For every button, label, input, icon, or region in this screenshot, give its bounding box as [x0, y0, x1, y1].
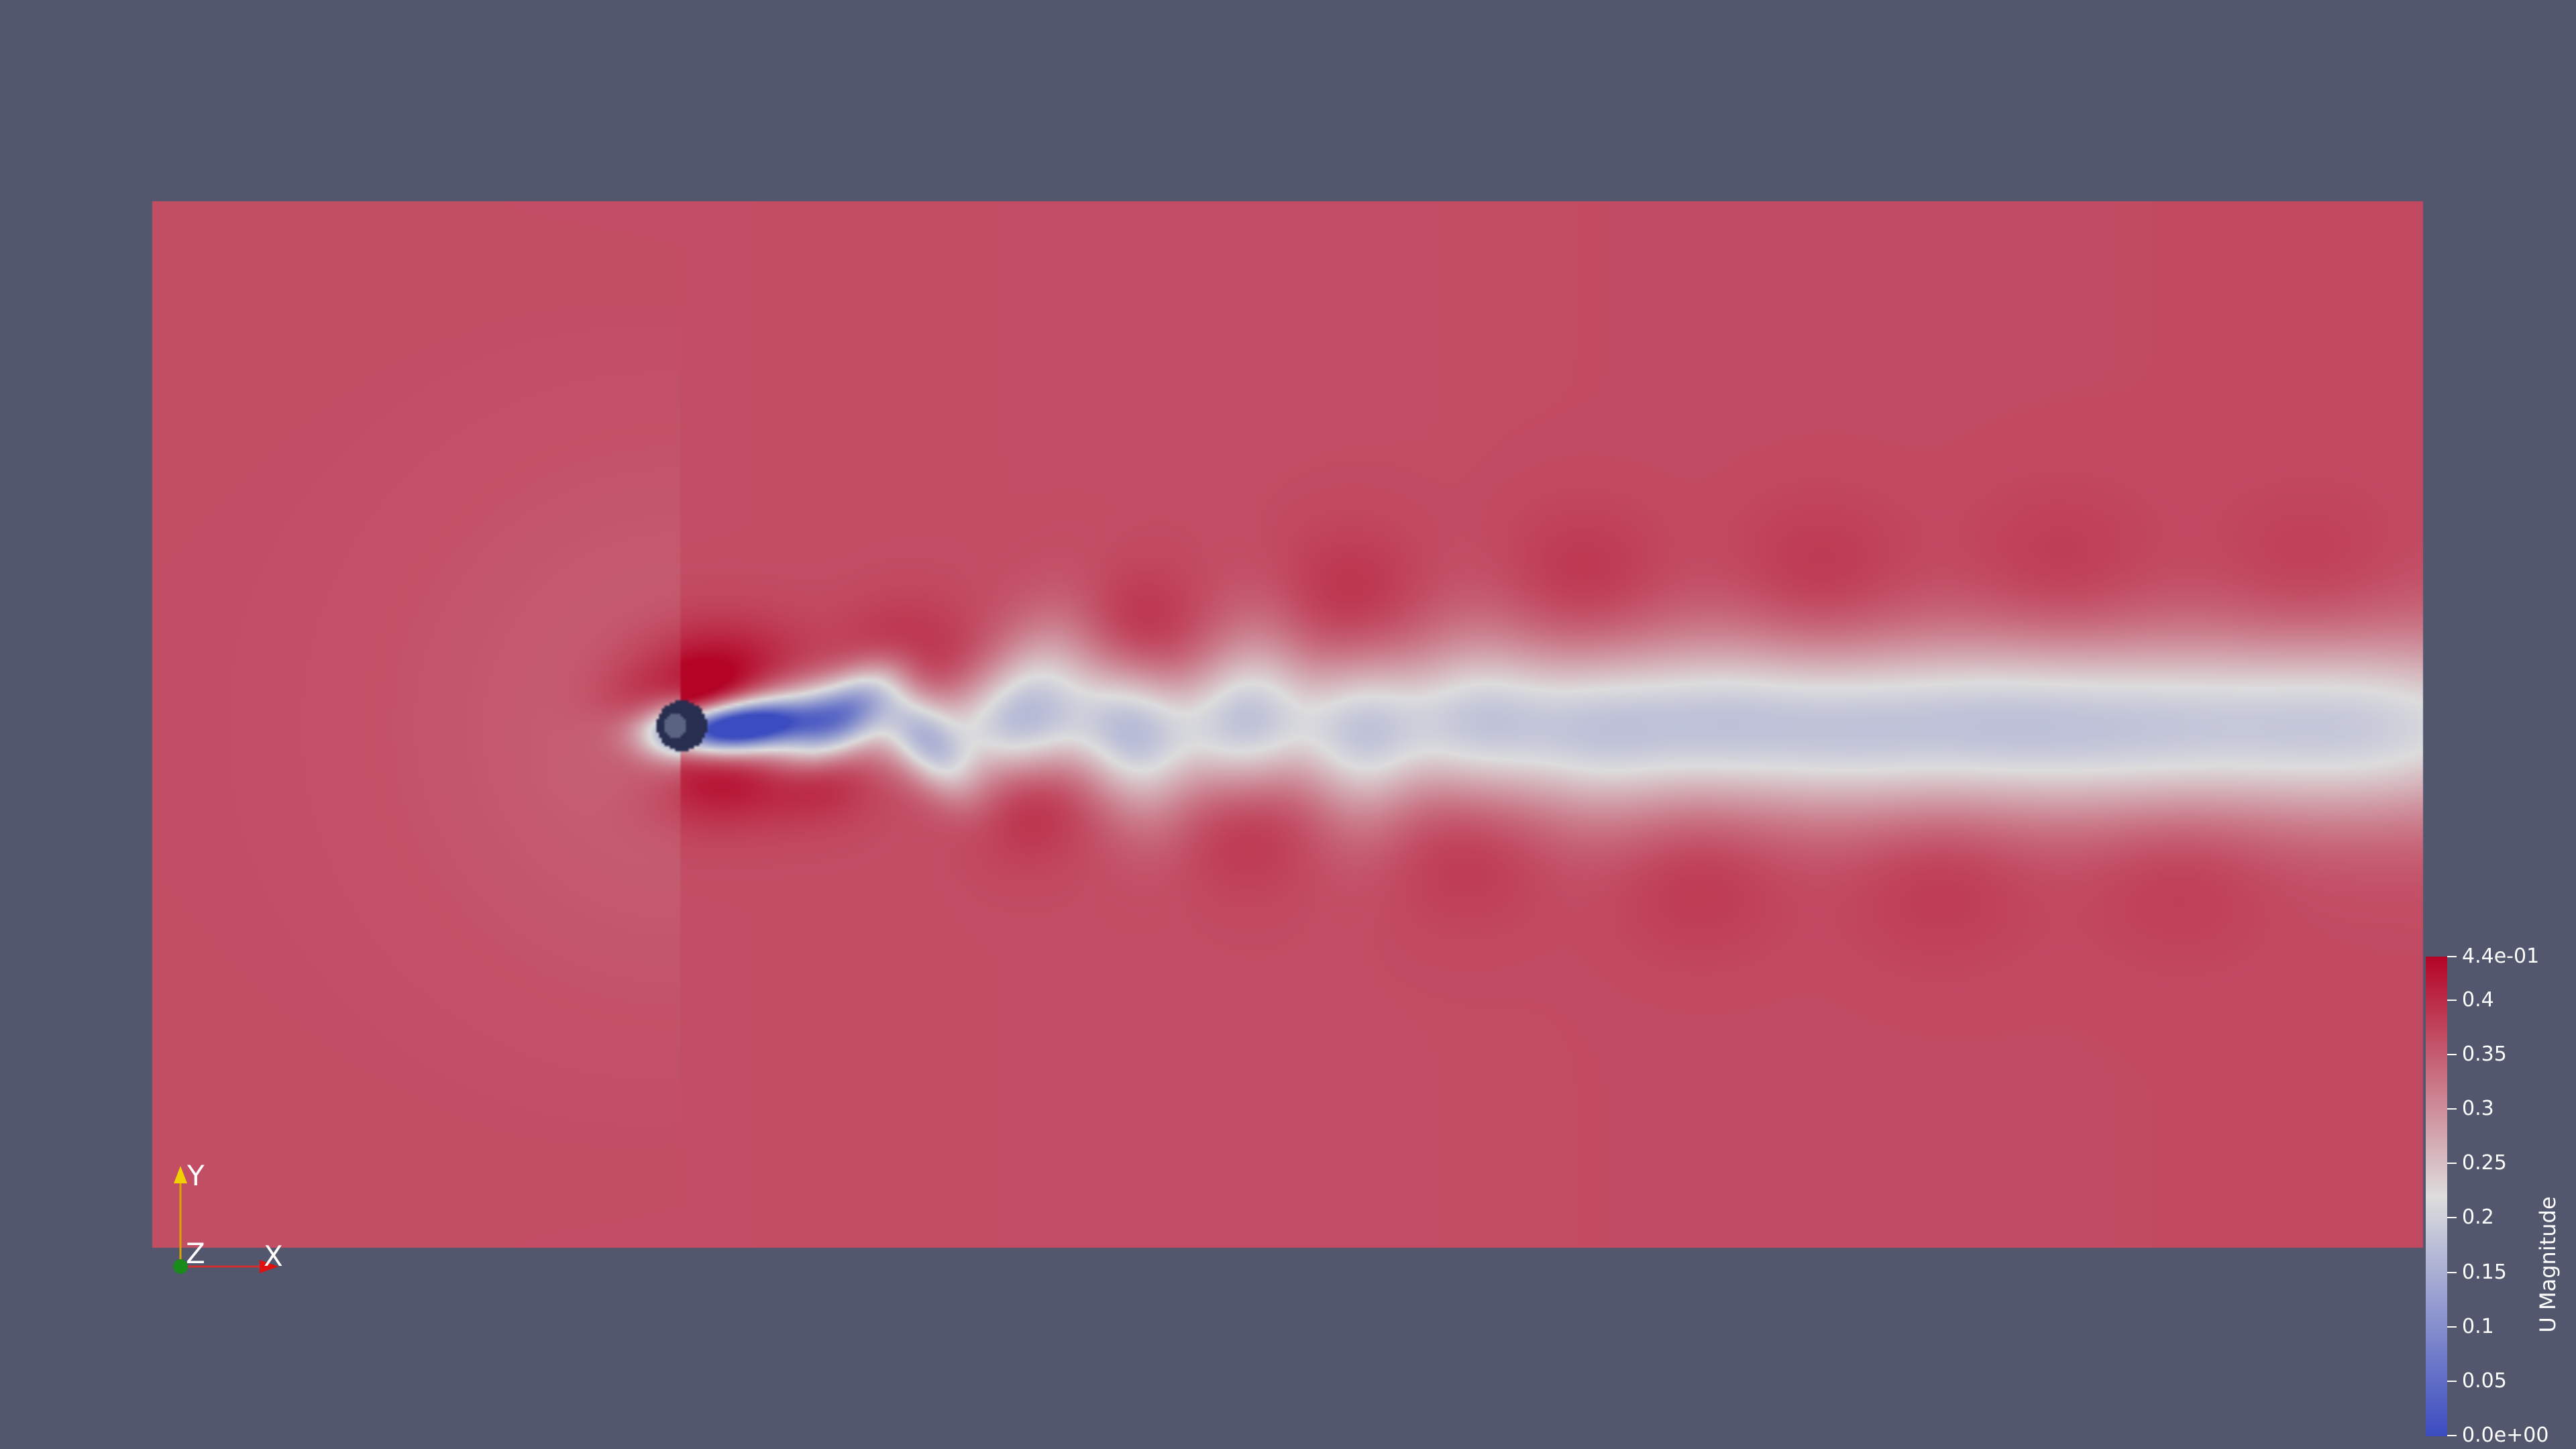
color-legend-tick-mark: [2447, 1435, 2457, 1436]
z-axis-label: Z: [186, 1237, 205, 1270]
x-axis-label: X: [264, 1240, 283, 1273]
y-axis-arrow-icon: [174, 1166, 187, 1183]
color-legend-tick-label: 0.15: [2462, 1260, 2507, 1284]
color-legend-tick-label: 0.1: [2462, 1314, 2494, 1338]
color-legend-tick-mark: [2447, 1054, 2457, 1056]
color-legend-tick-mark: [2447, 999, 2457, 1001]
y-axis-label: Y: [187, 1159, 205, 1192]
color-legend: 4.4e-01 0.4 0.35 0.3 0.25 0.2 0.15 0.1 0.05 0.0e+…: [2426, 945, 2548, 1447]
color-legend-tick-label: 0.05: [2462, 1368, 2507, 1393]
color-legend-tick-label: 0.3: [2462, 1097, 2494, 1121]
x-axis-arrow-icon: [260, 1260, 278, 1273]
color-legend-tick-label: 0.0e+00: [2462, 1424, 2549, 1447]
color-legend-tick-mark: [2447, 956, 2457, 957]
color-legend-gradient: [2426, 957, 2447, 1436]
orientation-axes-graphic: [173, 1166, 278, 1274]
color-legend-tick-label: 0.25: [2462, 1151, 2507, 1175]
color-legend-tick-mark: [2447, 1271, 2457, 1273]
color-legend-tick-mark: [2447, 1217, 2457, 1219]
color-legend-tick-label: 4.4e-01: [2462, 945, 2540, 968]
color-legend-tick-label: 0.4: [2462, 987, 2494, 1012]
color-legend-tick-label: 0.2: [2462, 1205, 2494, 1230]
color-legend-tick-mark: [2447, 1380, 2457, 1382]
color-legend-tick-mark: [2447, 1163, 2457, 1165]
color-legend-title: U Magnitude: [2535, 1196, 2561, 1333]
color-legend-tick-mark: [2447, 1326, 2457, 1328]
z-axis-dot-icon: [173, 1259, 188, 1274]
color-legend-tick-mark: [2447, 1108, 2457, 1110]
orientation-axes: Y Z X: [144, 1154, 299, 1281]
color-legend-tick-label: 0.35: [2462, 1042, 2507, 1067]
